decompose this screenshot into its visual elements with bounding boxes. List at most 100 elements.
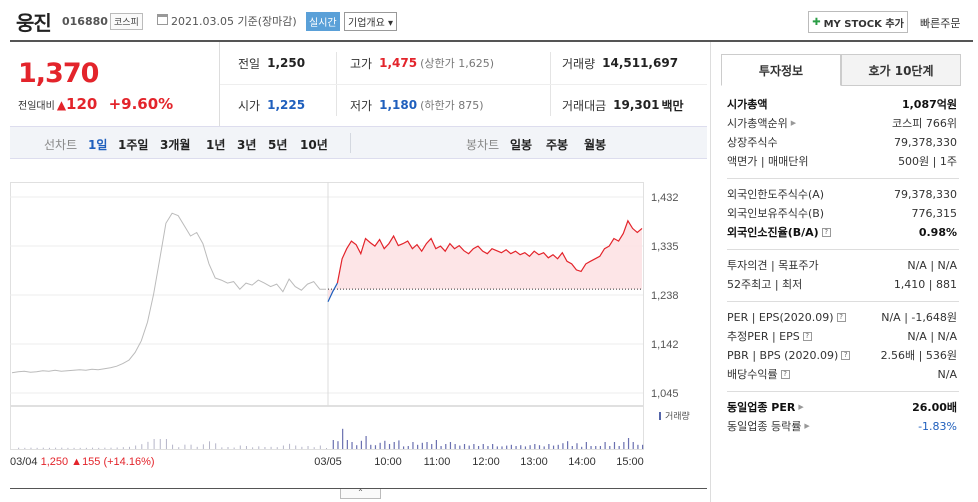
volume-bar: [431, 444, 433, 449]
volume-bar: [276, 447, 278, 449]
help-icon[interactable]: ?: [836, 312, 846, 322]
info-row-pbr-bps: PBR | BPS (2020.09)? 2.56배 | 536원: [727, 346, 957, 364]
candle-daily[interactable]: 일봉: [510, 138, 533, 152]
prev-day-summary: 03/04 1,250 ▲155 (+14.16%): [10, 456, 155, 468]
y-tick-label: 1,142: [651, 339, 679, 351]
volume-bar: [128, 446, 130, 449]
52week-label: 52주최고 | 최저: [727, 278, 803, 291]
period-5year[interactable]: 5년: [268, 138, 288, 152]
volume-bar: [557, 444, 559, 449]
help-icon[interactable]: ?: [802, 331, 812, 341]
tab-investment-info[interactable]: 투자정보: [721, 54, 841, 86]
volume-bar: [289, 443, 291, 449]
volume-bar: [270, 446, 272, 449]
x-tick-label: 13:00: [520, 456, 548, 468]
y-tick-label: 1,335: [651, 241, 679, 253]
volume-bar: [295, 445, 297, 449]
info-row-foreign-ratio: 외국인소진율(B/A)? 0.98%: [727, 223, 957, 241]
prev-close-cell: 전일 1,250: [238, 42, 305, 84]
volume-legend-label: 거래량: [665, 410, 690, 421]
period-1week[interactable]: 1주일: [118, 138, 149, 152]
realtime-button[interactable]: 실시간: [306, 12, 340, 31]
divider: [727, 301, 959, 302]
volume-bar: [209, 441, 211, 449]
price-chart[interactable]: 1,432 1,335 1,238 1,142 1,045 거래량 03/05 10:00 11…: [10, 160, 707, 490]
par-value-label: 액면가 | 매매단위: [727, 155, 809, 168]
today-fill-area: [328, 220, 642, 302]
info-row-par-value: 액면가 | 매매단위 500원 | 1주: [727, 152, 957, 170]
volume-bar: [61, 447, 63, 449]
help-icon[interactable]: ?: [821, 227, 831, 237]
quick-order-link[interactable]: 빠른주문: [920, 17, 961, 30]
info-row-market-cap-rank[interactable]: 시가총액순위 ▶ 코스피 766위: [727, 114, 957, 132]
volume-bar: [165, 439, 167, 449]
sector-per-value: 26.00배: [912, 401, 957, 414]
volume-bar: [36, 447, 38, 449]
tab-orderbook-10[interactable]: 호가 10단계: [841, 54, 961, 86]
company-overview-dropdown[interactable]: 기업개요 ▾: [344, 12, 397, 31]
volume-bar: [506, 445, 508, 449]
volume-bar: [252, 447, 254, 449]
period-3month[interactable]: 3개월: [160, 138, 191, 152]
par-value-value: 500원 | 1주: [898, 155, 957, 168]
dividend-label: 배당수익률: [727, 368, 778, 381]
volume-bar: [482, 444, 484, 449]
info-row-dividend: 배당수익률? N/A: [727, 365, 957, 383]
foreign-holdings-label: 외국인보유주식수(B): [727, 207, 825, 220]
sector-change-label: 동일업종 등락률: [727, 420, 802, 433]
upper-limit: (상한가 1,625): [420, 57, 494, 70]
volume-bar: [454, 444, 456, 449]
info-row-52week: 52주최고 | 최저 1,410 | 881: [727, 275, 957, 293]
market-badge: 코스피: [110, 13, 143, 30]
period-1year[interactable]: 1년: [206, 138, 226, 152]
info-row-listed-shares: 상장주식수 79,378,330: [727, 133, 957, 151]
help-icon[interactable]: ?: [780, 369, 790, 379]
pbr-bps-value: 2.56배 | 536원: [880, 349, 957, 362]
plot-frame: [10, 182, 644, 406]
opinion-value: N/A | N/A: [907, 258, 957, 272]
volume-bar: [55, 447, 57, 449]
period-1day[interactable]: 1일: [88, 138, 108, 152]
info-row-sector-change[interactable]: 동일업종 등락률 ▶ -1.83%: [727, 417, 957, 435]
volume-bar: [85, 447, 87, 449]
candle-weekly[interactable]: 주봉: [546, 138, 569, 152]
amount-cell: 거래대금 19,301 백만: [562, 84, 684, 126]
volume-label: 거래량: [562, 56, 596, 71]
volume-bar: [221, 447, 223, 449]
info-row-sector-per[interactable]: 동일업종 PER ▶ 26.00배: [727, 398, 957, 416]
volume-bar: [637, 444, 639, 449]
volume-bar: [421, 442, 423, 449]
change-value: 120: [66, 95, 98, 113]
help-icon[interactable]: ?: [841, 350, 851, 360]
volume-bar: [18, 447, 20, 449]
volume-bar: [501, 446, 503, 449]
prev-close-label: 전일: [238, 56, 261, 71]
y-tick-label: 1,045: [651, 388, 679, 400]
candle-monthly[interactable]: 월봉: [584, 138, 607, 152]
volume-bar: [307, 446, 309, 449]
volume-bar: [92, 447, 94, 449]
add-mystock-button[interactable]: ✚ MY STOCK 추가: [808, 11, 908, 33]
low-label: 저가: [350, 98, 373, 113]
volume-bar: [463, 444, 466, 449]
today-price-line-up: [336, 219, 643, 284]
volume-bar: [449, 442, 452, 449]
lower-limit: (하한가 875): [420, 99, 484, 112]
foreign-limit-label: 외국인한도주식수(A): [727, 188, 825, 201]
chevron-right-icon: ▶: [804, 422, 810, 430]
volume-bar: [153, 439, 155, 449]
candle-chart-label: 봉차트: [466, 138, 500, 152]
period-10year[interactable]: 10년: [300, 138, 328, 152]
chevron-right-icon: ▶: [790, 119, 797, 127]
period-3year[interactable]: 3년: [237, 138, 257, 152]
volume-bar: [520, 445, 522, 449]
volume-bar: [459, 445, 461, 449]
volume-bar: [365, 436, 367, 449]
stock-header: 웅진 016880 코스피 2021.03.05 기준(장마감) 실시간 기업개…: [0, 0, 978, 40]
market-cap-rank-label: 시가총액순위: [727, 117, 788, 130]
volume-bar: [590, 446, 592, 449]
volume-bar: [233, 447, 235, 449]
volume-bar: [159, 439, 161, 449]
chart-expand-toggle[interactable]: ⌃: [340, 489, 381, 499]
volume-bar: [609, 446, 611, 449]
